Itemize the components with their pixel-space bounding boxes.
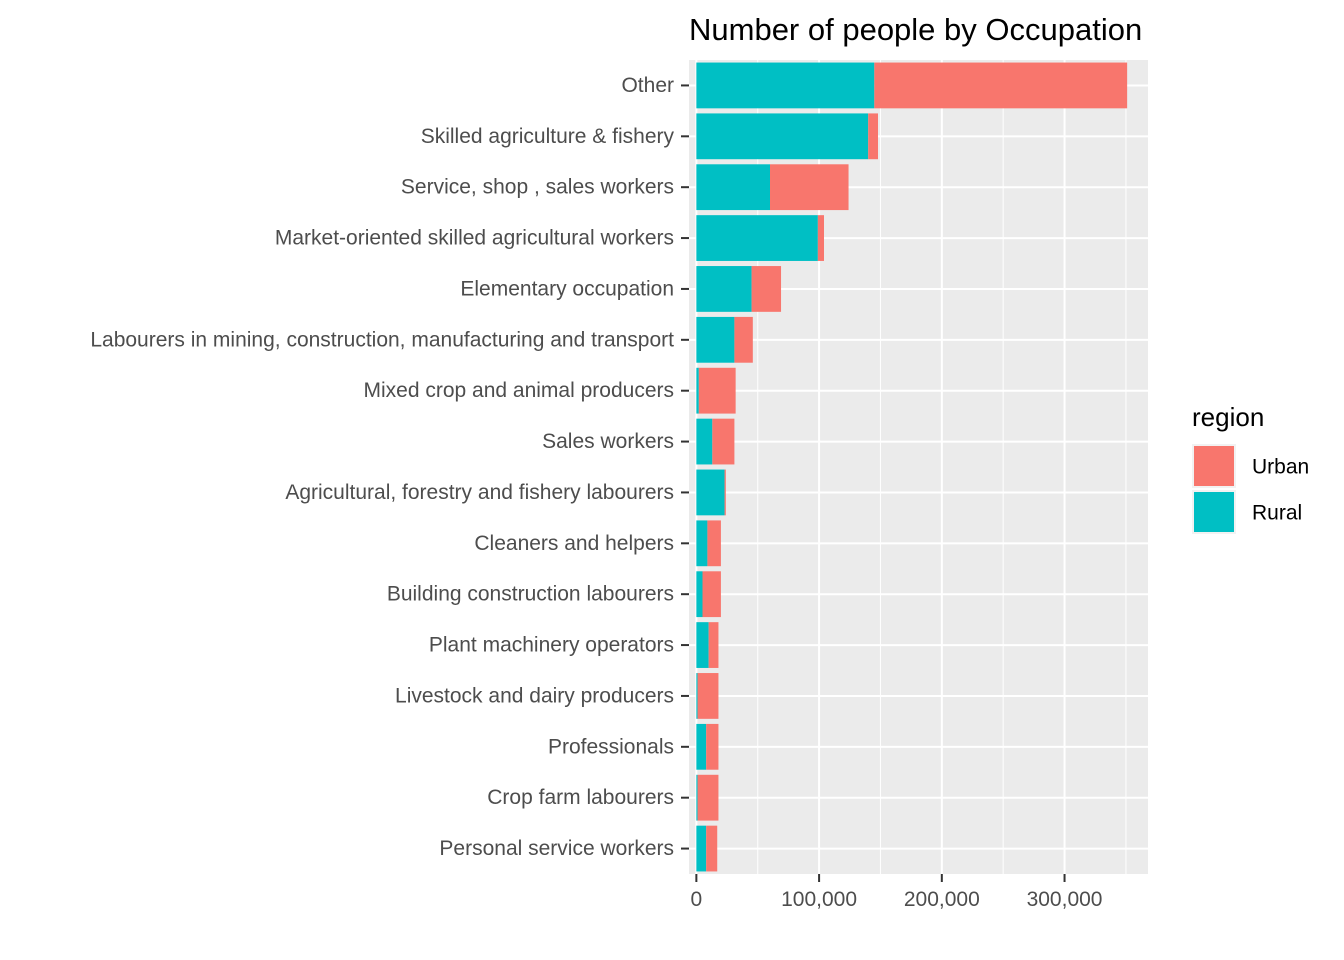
y-tick-label: Other xyxy=(621,74,674,97)
bar-urban xyxy=(702,571,721,618)
legend-title: region xyxy=(1192,402,1264,432)
y-tick-label: Personal service workers xyxy=(439,837,674,860)
bar-urban xyxy=(708,622,719,668)
y-tick-label: Elementary occupation xyxy=(460,277,674,300)
y-tick-label: Skilled agriculture & fishery xyxy=(421,125,675,148)
bar-urban xyxy=(724,469,726,516)
chart-title: Number of people by Occupation xyxy=(689,12,1142,47)
bar-rural xyxy=(696,62,875,109)
y-tick-label: Livestock and dairy producers xyxy=(395,684,674,707)
y-tick-label: Crop farm labourers xyxy=(487,786,674,809)
bar-rural xyxy=(696,673,698,719)
bar-urban xyxy=(697,774,719,821)
y-tick-label: Mixed crop and animal producers xyxy=(364,379,675,402)
bar-rural xyxy=(696,520,708,567)
legend-key-rural xyxy=(1194,492,1234,532)
bars xyxy=(696,62,1128,872)
bar-urban xyxy=(751,266,782,312)
bar-rural xyxy=(696,316,735,363)
bar-rural xyxy=(696,367,699,414)
bar-rural xyxy=(696,113,869,160)
y-tick-label: Market-oriented skilled agricultural wor… xyxy=(275,227,674,250)
bar-rural xyxy=(696,418,713,465)
bar-urban xyxy=(706,825,718,872)
bar-rural xyxy=(696,774,698,821)
bar-urban xyxy=(707,520,721,567)
bar-rural xyxy=(696,723,707,770)
y-tick-label: Service, shop , sales workers xyxy=(401,176,674,199)
bar-rural xyxy=(696,215,818,261)
bar-urban xyxy=(770,164,849,211)
bar-rural xyxy=(696,469,725,516)
y-tick-label: Professionals xyxy=(548,735,674,758)
bar-urban xyxy=(697,673,719,719)
y-tick-label: Agricultural, forestry and fishery labou… xyxy=(285,481,674,504)
legend: region Urban Rural xyxy=(1192,402,1309,534)
bar-rural xyxy=(696,164,770,211)
x-tick-label: 200,000 xyxy=(904,888,980,911)
bar-urban xyxy=(712,418,735,465)
bar-urban xyxy=(817,215,824,261)
legend-label-rural: Rural xyxy=(1252,502,1302,525)
y-tick-label: Labourers in mining, construction, manuf… xyxy=(90,328,674,351)
bar-urban xyxy=(734,316,753,363)
y-tick-label: Building construction labourers xyxy=(387,583,674,606)
x-tick-label: 0 xyxy=(691,888,703,911)
legend-label-urban: Urban xyxy=(1252,456,1309,479)
y-tick-label: Plant machinery operators xyxy=(429,634,674,657)
bar-rural xyxy=(696,825,707,872)
y-tick-label: Cleaners and helpers xyxy=(474,532,674,555)
bar-rural xyxy=(696,266,752,312)
x-tick-label: 300,000 xyxy=(1027,888,1103,911)
y-tick-label: Sales workers xyxy=(542,430,674,453)
bar-rural xyxy=(696,571,703,618)
bar-urban xyxy=(706,723,719,770)
bar-urban xyxy=(874,62,1128,109)
legend-key-urban xyxy=(1194,446,1234,486)
bar-urban xyxy=(868,113,878,160)
x-tick-label: 100,000 xyxy=(781,888,857,911)
bar-rural xyxy=(696,622,709,668)
legend-entries: Urban Rural xyxy=(1192,444,1309,534)
axes: Other Skilled agriculture & fishery Servic… xyxy=(90,74,1102,911)
bar-urban xyxy=(698,367,736,414)
